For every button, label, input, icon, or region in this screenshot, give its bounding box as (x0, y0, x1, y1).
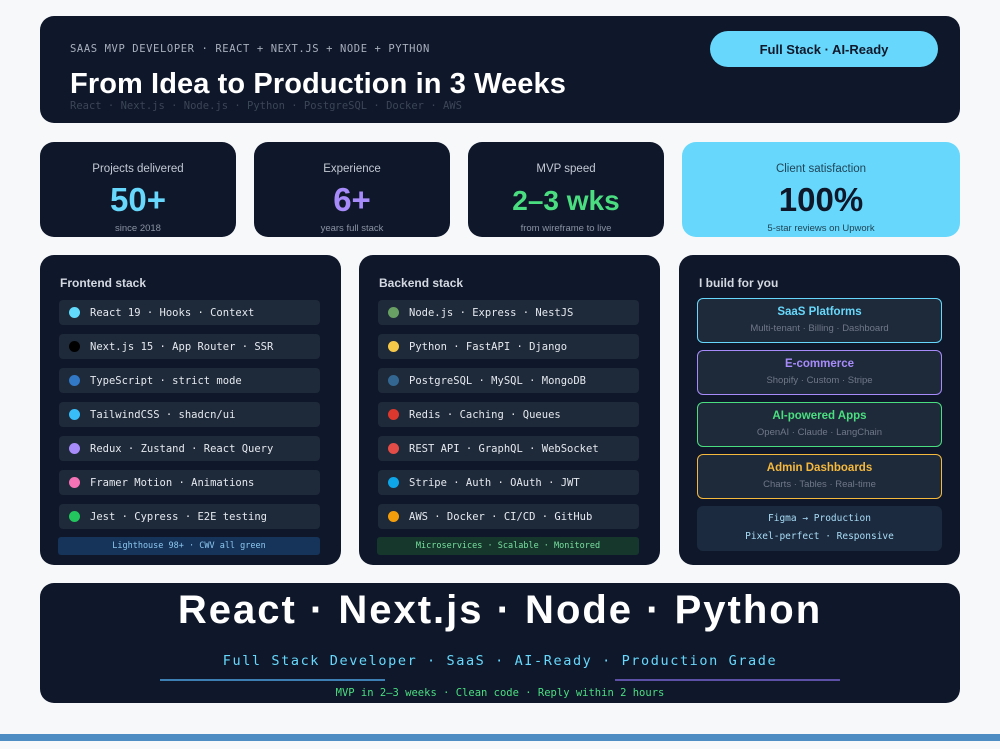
list-item-label: AWS · Docker · CI/CD · GitHub (409, 510, 593, 523)
service-item-saas: SaaS Platforms Multi-tenant · Billing · … (697, 298, 942, 343)
card-title: Frontend stack (60, 276, 147, 290)
service-title: E-commerce (784, 358, 855, 370)
stat-label: Client satisfaction (775, 163, 867, 175)
list-item-label: Jest · Cypress · E2E testing (90, 510, 268, 523)
list-item: TypeScript · strict mode (59, 368, 320, 393)
dot-icon (388, 375, 399, 386)
list-item-label: Node.js · Express · NestJS (409, 306, 574, 319)
header-subtitle: React · Next.js · Node.js · Python · Pos… (70, 100, 462, 112)
figma-line: Figma → Production (768, 513, 871, 524)
list-item: React 19 · Hooks · Context (59, 300, 320, 325)
list-item: Jest · Cypress · E2E testing (59, 504, 320, 529)
divider-left (160, 679, 385, 681)
stat-note: years full stack (320, 223, 384, 234)
footer-cta: MVP in 2–3 weeks · Clean code · Reply wi… (335, 687, 665, 699)
stat-label: Experience (323, 163, 381, 175)
list-item-label: Python · FastAPI · Django (409, 340, 568, 353)
stat-label: Projects delivered (92, 163, 184, 175)
list-item: Stripe · Auth · OAuth · JWT (378, 470, 639, 495)
card-title: Backend stack (379, 276, 464, 290)
list-item: Node.js · Express · NestJS (378, 300, 639, 325)
service-item-dashboards: Admin Dashboards Charts · Tables · Real-… (697, 454, 942, 499)
footer-banner: React · Next.js · Node · Python Full Sta… (40, 583, 960, 703)
card-title: I build for you (699, 276, 779, 290)
divider-right (615, 679, 840, 681)
figma-to-production-box: Figma → Production Pixel-perfect · Respo… (697, 506, 942, 551)
stat-value: 2–3 wks (512, 185, 620, 216)
list-item: PostgreSQL · MySQL · MongoDB (378, 368, 639, 393)
footer-tagline: Full Stack Developer · SaaS · AI-Ready ·… (222, 653, 778, 669)
dot-icon (69, 477, 80, 488)
list-item-label: TailwindCSS · shadcn/ui (90, 408, 236, 421)
dot-icon (69, 443, 80, 454)
stat-value: 6+ (333, 181, 371, 218)
stat-card-satisfaction: Client satisfaction 100% 5-star reviews … (682, 142, 960, 237)
services-list: SaaS Platforms Multi-tenant · Billing · … (697, 298, 942, 506)
footer-headline: React · Next.js · Node · Python (177, 588, 823, 632)
service-subtitle: Shopify · Custom · Stripe (766, 375, 873, 386)
frontend-footer-badge: Lighthouse 98+ · CWV all green (58, 537, 320, 555)
frontend-stack-card: Frontend stack React 19 · Hooks · Contex… (40, 255, 341, 565)
list-item-label: React 19 · Hooks · Context (90, 306, 255, 319)
list-item: Framer Motion · Animations (59, 470, 320, 495)
list-item-label: Redis · Caching · Queues (409, 408, 561, 421)
header-kicker: SAAS MVP DEVELOPER · REACT + NEXT.JS + N… (70, 43, 430, 55)
dot-icon (388, 409, 399, 420)
service-title: SaaS Platforms (777, 306, 862, 318)
stat-value: 50+ (110, 181, 166, 218)
stat-card-mvp-speed: MVP speed 2–3 wks from wireframe to live (468, 142, 664, 237)
list-item-label: Stripe · Auth · OAuth · JWT (409, 476, 580, 489)
dot-icon (69, 341, 80, 352)
page-title: From Idea to Production in 3 Weeks (70, 68, 566, 100)
dot-icon (69, 409, 80, 420)
stat-note: 5-star reviews on Upwork (767, 223, 875, 234)
list-item-label: Framer Motion · Animations (90, 476, 255, 489)
list-item: REST API · GraphQL · WebSocket (378, 436, 639, 461)
list-item: Redis · Caching · Queues (378, 402, 639, 427)
list-item: Next.js 15 · App Router · SSR (59, 334, 320, 359)
list-item-label: TypeScript · strict mode (90, 374, 242, 387)
dot-icon (388, 443, 399, 454)
stat-note: since 2018 (115, 223, 161, 234)
service-subtitle: Charts · Tables · Real-time (763, 479, 876, 490)
pixel-perfect-line: Pixel-perfect · Responsive (745, 531, 894, 542)
list-item: Python · FastAPI · Django (378, 334, 639, 359)
service-title: Admin Dashboards (766, 462, 873, 474)
bottom-accent-bar (0, 734, 1000, 741)
service-item-ai-apps: AI-powered Apps OpenAI · Claude · LangCh… (697, 402, 942, 447)
service-subtitle: OpenAI · Claude · LangChain (756, 427, 883, 438)
dot-icon (388, 477, 399, 488)
stat-card-experience: Experience 6+ years full stack (254, 142, 450, 237)
frontend-list: React 19 · Hooks · Context Next.js 15 · … (59, 300, 320, 538)
full-stack-badge: Full Stack · AI-Ready (710, 31, 938, 67)
list-item: AWS · Docker · CI/CD · GitHub (378, 504, 639, 529)
dot-icon (69, 307, 80, 318)
dot-icon (388, 307, 399, 318)
list-item-label: REST API · GraphQL · WebSocket (409, 442, 599, 455)
service-item-ecommerce: E-commerce Shopify · Custom · Stripe (697, 350, 942, 395)
list-item: TailwindCSS · shadcn/ui (59, 402, 320, 427)
backend-stack-card: Backend stack Node.js · Express · NestJS… (359, 255, 660, 565)
stat-label: MVP speed (536, 163, 596, 175)
stat-value: 100% (778, 181, 864, 218)
dot-icon (388, 341, 399, 352)
dot-icon (69, 511, 80, 522)
stat-note: from wireframe to live (520, 223, 612, 234)
services-card: I build for you SaaS Platforms Multi-ten… (679, 255, 960, 565)
backend-list: Node.js · Express · NestJS Python · Fast… (378, 300, 639, 538)
service-title: AI-powered Apps (772, 410, 867, 422)
list-item-label: PostgreSQL · MySQL · MongoDB (409, 374, 587, 387)
backend-footer-badge: Microservices · Scalable · Monitored (377, 537, 639, 555)
list-item-label: Next.js 15 · App Router · SSR (90, 340, 274, 353)
list-item: Redux · Zustand · React Query (59, 436, 320, 461)
dot-icon (388, 511, 399, 522)
dot-icon (69, 375, 80, 386)
stat-card-projects: Projects delivered 50+ since 2018 (40, 142, 236, 237)
list-item-label: Redux · Zustand · React Query (90, 442, 274, 455)
header-banner: SAAS MVP DEVELOPER · REACT + NEXT.JS + N… (40, 16, 960, 123)
service-subtitle: Multi-tenant · Billing · Dashboard (750, 323, 889, 334)
